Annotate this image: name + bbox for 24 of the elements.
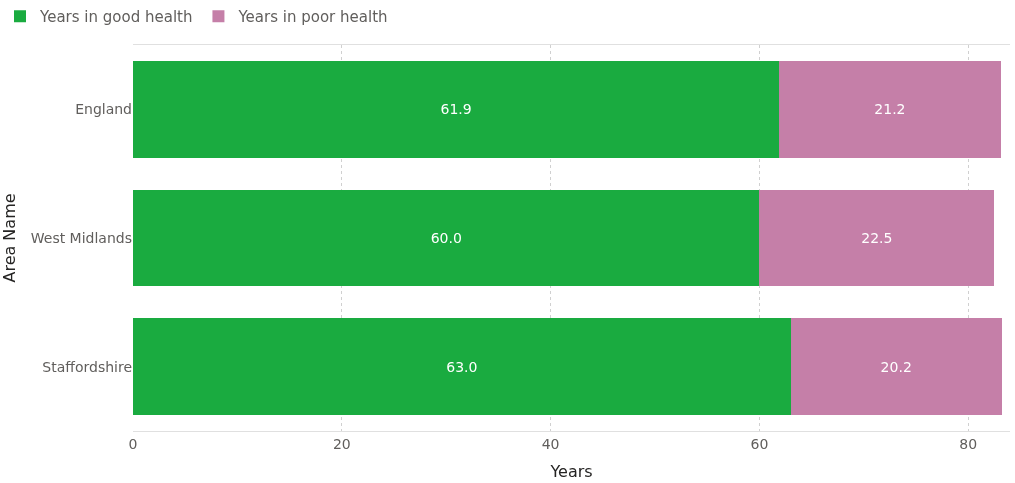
data-label: 61.9: [440, 101, 472, 118]
bar: [759, 189, 995, 287]
data-label: 20.2: [880, 358, 912, 375]
x-tick-label: 20: [332, 435, 351, 452]
bar: [133, 61, 780, 158]
y-axis-title: Area Name: [0, 193, 19, 283]
x-tick-label: 80: [959, 435, 978, 452]
x-tick-label: 0: [128, 435, 138, 452]
bar: [790, 318, 1002, 415]
x-tick-label: 40: [541, 435, 560, 452]
x-tick-label: 60: [750, 435, 769, 452]
data-label: 22.5: [861, 230, 893, 246]
bar: [779, 61, 1001, 158]
y-tick-label: Staffordshire: [42, 358, 132, 375]
bar: [133, 189, 760, 287]
bar: [133, 318, 791, 415]
data-label: 63.0: [446, 358, 478, 375]
y-tick-label: England: [75, 101, 132, 118]
legend-label: Years in poor health: [237, 8, 388, 27]
legend-label: Years in good health: [39, 8, 193, 27]
y-tick-label: West Midlands: [30, 229, 132, 246]
data-label: 60.0: [430, 230, 462, 246]
data-label: 21.2: [874, 101, 906, 118]
x-axis-title: Years: [549, 462, 593, 482]
